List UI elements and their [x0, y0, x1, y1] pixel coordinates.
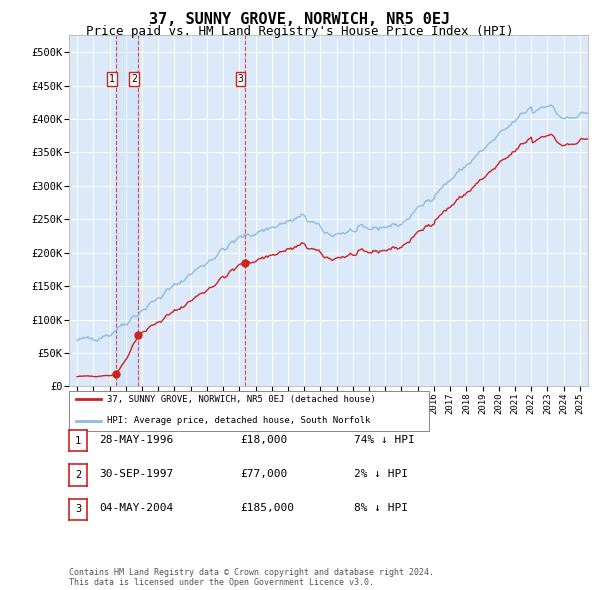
- Text: 1: 1: [109, 74, 115, 84]
- Text: 3: 3: [75, 504, 81, 514]
- Text: 2: 2: [75, 470, 81, 480]
- Text: £77,000: £77,000: [240, 469, 287, 478]
- Text: 74% ↓ HPI: 74% ↓ HPI: [354, 435, 415, 444]
- Bar: [116, 35, 138, 386]
- Text: 8% ↓ HPI: 8% ↓ HPI: [354, 503, 408, 513]
- Text: 2: 2: [131, 74, 137, 84]
- Text: HPI: Average price, detached house, South Norfolk: HPI: Average price, detached house, Sout…: [107, 416, 370, 425]
- Text: 28-MAY-1996: 28-MAY-1996: [99, 435, 173, 444]
- Text: £18,000: £18,000: [240, 435, 287, 444]
- Text: 3: 3: [238, 74, 244, 84]
- Text: Contains HM Land Registry data © Crown copyright and database right 2024.
This d: Contains HM Land Registry data © Crown c…: [69, 568, 434, 587]
- Text: 37, SUNNY GROVE, NORWICH, NR5 0EJ: 37, SUNNY GROVE, NORWICH, NR5 0EJ: [149, 12, 451, 27]
- Text: 2% ↓ HPI: 2% ↓ HPI: [354, 469, 408, 478]
- Text: 37, SUNNY GROVE, NORWICH, NR5 0EJ (detached house): 37, SUNNY GROVE, NORWICH, NR5 0EJ (detac…: [107, 395, 376, 404]
- Text: 1: 1: [75, 436, 81, 445]
- Text: 04-MAY-2004: 04-MAY-2004: [99, 503, 173, 513]
- Text: £185,000: £185,000: [240, 503, 294, 513]
- Text: Price paid vs. HM Land Registry's House Price Index (HPI): Price paid vs. HM Land Registry's House …: [86, 25, 514, 38]
- Text: 30-SEP-1997: 30-SEP-1997: [99, 469, 173, 478]
